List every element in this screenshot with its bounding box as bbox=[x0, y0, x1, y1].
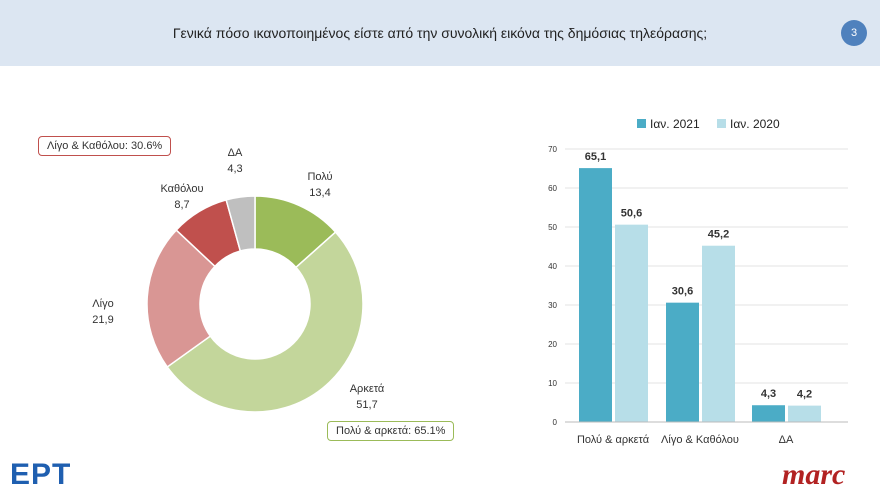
bar-value-label: 45,2 bbox=[708, 229, 729, 241]
bar bbox=[579, 168, 612, 422]
donut-slice bbox=[146, 229, 216, 368]
donut-slice bbox=[225, 195, 256, 252]
bar-value-label: 50,6 bbox=[621, 208, 642, 220]
bar bbox=[702, 245, 735, 422]
slice-label: Πολύ bbox=[307, 171, 332, 183]
bar bbox=[752, 405, 785, 422]
y-tick-label: 0 bbox=[553, 418, 558, 427]
slice-value: 51,7 bbox=[356, 399, 377, 411]
slice-label: ΔΑ bbox=[228, 147, 243, 159]
bar-value-label: 65,1 bbox=[585, 151, 606, 163]
legend-label: Ιαν. 2021 bbox=[650, 117, 700, 131]
slice-value: 4,3 bbox=[227, 163, 242, 175]
slice-value: 21,9 bbox=[92, 314, 113, 326]
slice-value: 13,4 bbox=[309, 187, 330, 199]
y-tick-label: 60 bbox=[548, 184, 557, 193]
bar-value-label: 4,3 bbox=[761, 388, 776, 400]
ert-logo: ΕΡΤ bbox=[10, 458, 72, 491]
y-tick-label: 50 bbox=[548, 223, 557, 232]
marc-logo: marc bbox=[782, 458, 846, 491]
slice-value: 8,7 bbox=[174, 199, 189, 211]
bar bbox=[666, 302, 699, 422]
donut-slice bbox=[166, 231, 364, 413]
y-tick-label: 10 bbox=[548, 379, 557, 388]
slice-label: Λίγο bbox=[92, 298, 113, 310]
x-category-label: Πολύ & αρκετά bbox=[577, 434, 650, 446]
bar bbox=[788, 405, 821, 422]
x-category-label: Λίγο & Καθόλου bbox=[661, 434, 739, 446]
bar-value-label: 30,6 bbox=[672, 286, 693, 298]
page-title: Γενικά πόσο ικανοποιημένος είστε από την… bbox=[172, 25, 708, 41]
y-tick-label: 30 bbox=[548, 301, 557, 310]
slice-label: Αρκετά bbox=[350, 383, 385, 395]
bar bbox=[615, 224, 648, 422]
legend-swatch bbox=[637, 119, 646, 128]
x-category-label: ΔΑ bbox=[779, 434, 794, 446]
bar-value-label: 4,2 bbox=[797, 389, 812, 401]
y-tick-label: 20 bbox=[548, 340, 557, 349]
y-tick-label: 40 bbox=[548, 262, 557, 271]
annotation-poly-arketa: Πολύ & αρκετά: 65.1% bbox=[327, 421, 455, 441]
slice-label: Καθόλου bbox=[160, 183, 203, 195]
legend-swatch bbox=[717, 119, 726, 128]
legend-label: Ιαν. 2020 bbox=[730, 117, 780, 131]
header-bar bbox=[0, 0, 880, 66]
page-number-badge: 3 bbox=[841, 20, 867, 46]
annotation-ligo-katholou: Λίγο & Καθόλου: 30.6% bbox=[38, 136, 172, 156]
y-tick-label: 70 bbox=[548, 145, 557, 154]
